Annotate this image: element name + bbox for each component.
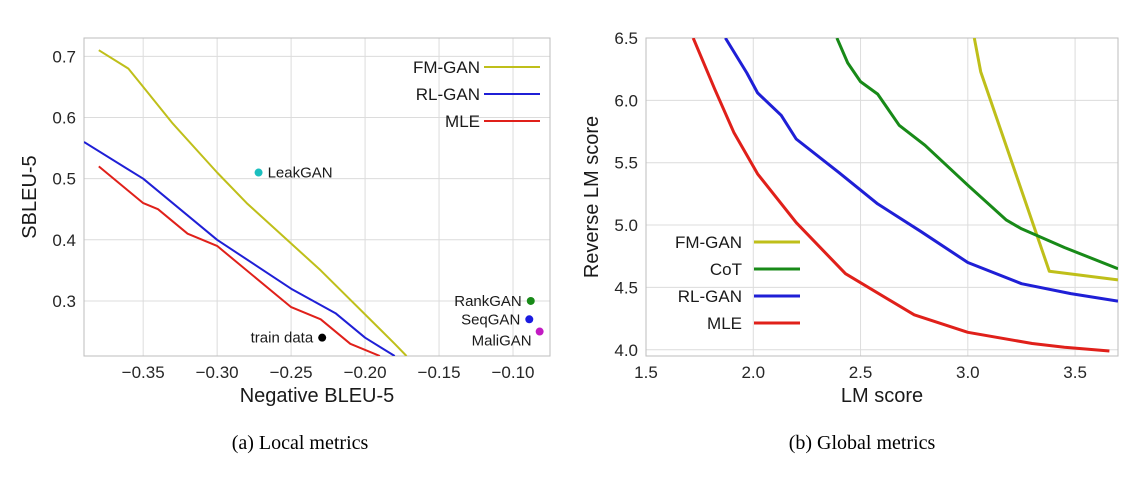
chart-global-metrics: 1.5 2.0 2.5 3.0 3.5 4.0 4.5 5.0 5.5 6.0 6.5 FM-GAN… xyxy=(581,29,1119,454)
x-tick-label: −0.35 xyxy=(122,363,165,382)
chart-a-xlabel: Negative BLEU-5 xyxy=(240,385,395,407)
x-tick-label: −0.20 xyxy=(344,363,387,382)
x-tick-label: 2.0 xyxy=(741,363,765,382)
chart-b-xlabel: LM score xyxy=(841,385,923,407)
y-tick-label: 6.5 xyxy=(614,29,638,48)
series-line-cot xyxy=(835,38,1118,271)
point-label: train data xyxy=(251,330,314,347)
chart-b-series xyxy=(691,38,1118,353)
legend-label: RL-GAN xyxy=(678,287,742,306)
x-tick-label: −0.25 xyxy=(270,363,313,382)
y-tick-label: 4.0 xyxy=(614,341,638,360)
y-tick-label: 0.7 xyxy=(52,47,76,66)
chart-a-ticks: −0.35 −0.30 −0.25 −0.20 −0.15 −0.10 0.3 0.4 0.5 0… xyxy=(52,47,534,382)
y-tick-label: 0.5 xyxy=(52,170,76,189)
y-tick-label: 0.6 xyxy=(52,109,76,128)
point-label: MaliGAN xyxy=(472,333,532,350)
chart-a-series xyxy=(84,49,408,356)
chart-a-frame xyxy=(83,37,551,357)
series-line-mle xyxy=(691,38,1110,353)
series-line-rl-gan xyxy=(724,38,1118,303)
x-tick-label: 3.5 xyxy=(1063,363,1087,382)
chart-a-ylabel: SBLEU-5 xyxy=(19,155,41,238)
chart-b-caption: (b) Global metrics xyxy=(789,432,936,454)
y-tick-label: 0.4 xyxy=(52,231,76,250)
point-marker xyxy=(318,333,327,342)
chart-b-ylabel: Reverse LM score xyxy=(581,116,603,278)
y-tick-label: 6.0 xyxy=(614,91,638,110)
chart-a-caption: (a) Local metrics xyxy=(232,432,369,454)
legend-label: CoT xyxy=(710,260,742,279)
point-marker xyxy=(535,327,544,336)
legend-label: RL-GAN xyxy=(416,85,480,104)
series-line-rl-gan xyxy=(84,141,396,356)
legend-label: MLE xyxy=(707,314,742,333)
x-tick-label: 3.0 xyxy=(956,363,980,382)
y-tick-label: 5.5 xyxy=(614,154,638,173)
x-tick-label: 1.5 xyxy=(634,363,658,382)
y-tick-label: 4.5 xyxy=(614,278,638,297)
y-tick-label: 0.3 xyxy=(52,292,76,311)
chart-b-ticks: 1.5 2.0 2.5 3.0 3.5 4.0 4.5 5.0 5.5 6.0 6.5 xyxy=(614,29,1087,382)
point-marker xyxy=(254,168,263,177)
x-tick-label: −0.15 xyxy=(418,363,461,382)
series-line-mle xyxy=(98,165,381,356)
point-marker xyxy=(525,315,534,324)
x-tick-label: 2.5 xyxy=(849,363,873,382)
y-tick-label: 5.0 xyxy=(614,216,638,235)
chart-a-legend: FM-GAN RL-GAN MLE xyxy=(413,58,540,131)
x-tick-label: −0.10 xyxy=(492,363,535,382)
x-tick-label: −0.30 xyxy=(196,363,239,382)
legend-label: MLE xyxy=(445,112,480,131)
chart-b-frame xyxy=(645,37,1119,357)
series-line-fm-gan xyxy=(98,49,408,356)
legend-label: FM-GAN xyxy=(413,58,480,77)
point-label: SeqGAN xyxy=(461,311,520,328)
point-marker xyxy=(526,296,535,305)
chart-b-legend: FM-GAN CoT RL-GAN MLE xyxy=(675,233,800,333)
chart-b-grid xyxy=(645,37,1118,356)
series-line-fm-gan xyxy=(972,38,1118,282)
point-label: RankGAN xyxy=(454,293,522,310)
point-label: LeakGAN xyxy=(268,165,333,182)
chart-a-grid xyxy=(84,38,550,356)
legend-label: FM-GAN xyxy=(675,233,742,252)
